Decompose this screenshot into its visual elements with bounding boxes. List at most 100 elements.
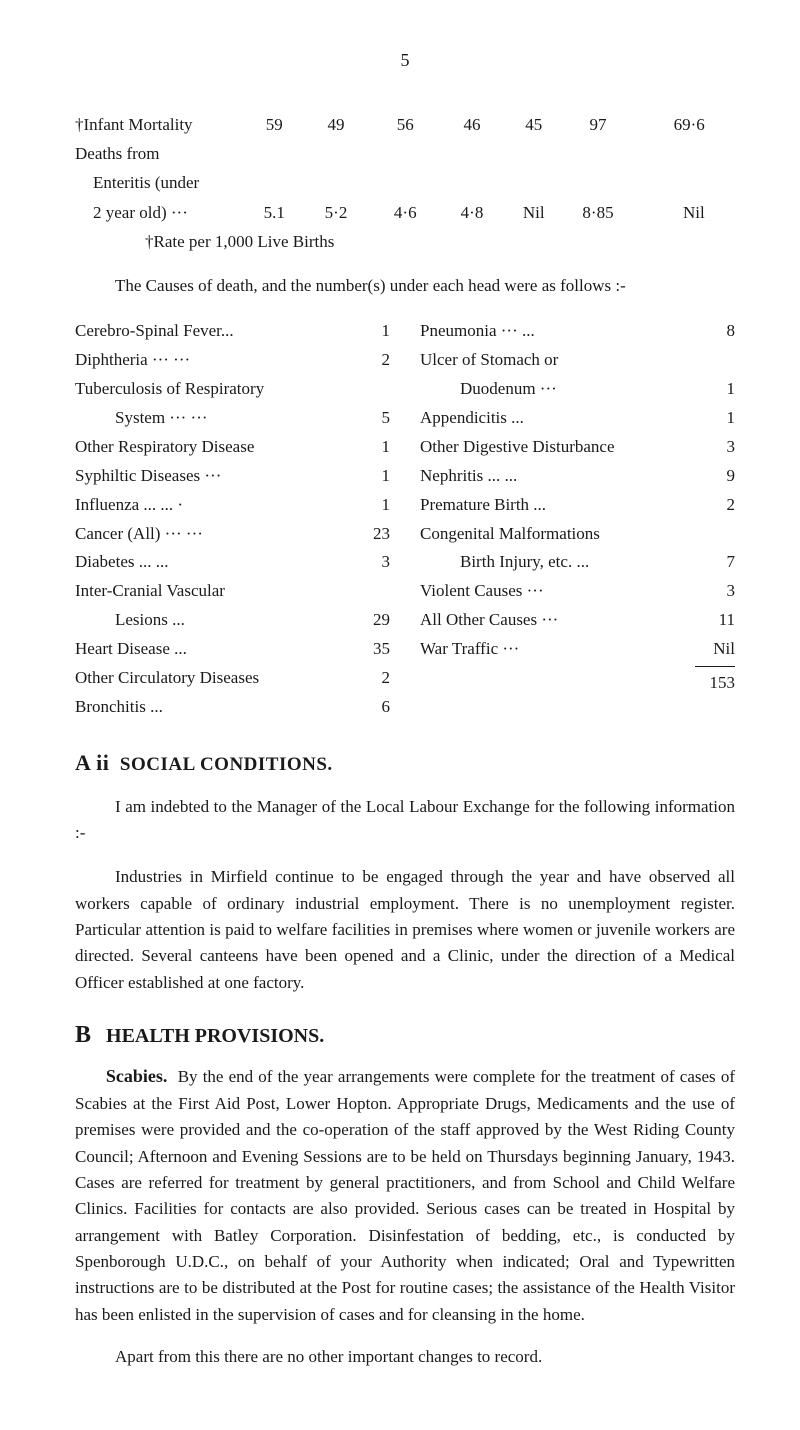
cause-value: 29 <box>358 606 390 635</box>
cause-row: Syphiltic Diseases ···1 <box>75 462 390 491</box>
mortality4-c5: Nil <box>506 199 561 226</box>
page: 5 †Infant Mortality 59 49 56 46 45 97 69… <box>0 0 800 1430</box>
mortality-c4: 46 <box>442 111 502 138</box>
cause-value: 3 <box>358 548 390 577</box>
mortality-block: †Infant Mortality 59 49 56 46 45 97 69·6… <box>75 111 735 255</box>
cause-label: Birth Injury, etc. ... <box>420 548 703 577</box>
mortality-label-4: 2 year old) ··· <box>93 199 245 226</box>
section-b-letter: B <box>75 1022 91 1048</box>
mortality4-c4: 4·8 <box>442 199 502 226</box>
cause-value: 1 <box>358 317 390 346</box>
cause-row: Cerebro-Spinal Fever...1 <box>75 317 390 346</box>
cause-label: Ulcer of Stomach or <box>420 346 703 375</box>
cause-row: Pneumonia ··· ...8 <box>420 317 735 346</box>
cause-row: Premature Birth ...2 <box>420 491 735 520</box>
cause-label: Pneumonia ··· ... <box>420 317 703 346</box>
cause-value: 1 <box>358 462 390 491</box>
mortality-label-1: †Infant Mortality <box>75 111 245 138</box>
cause-value: 1 <box>358 433 390 462</box>
page-number: 5 <box>75 50 735 71</box>
cause-row: Duodenum ···1 <box>420 375 735 404</box>
cause-row: All Other Causes ···11 <box>420 606 735 635</box>
mortality-row-4: 2 year old) ··· 5.1 5·2 4·6 4·8 Nil 8·85… <box>75 199 735 226</box>
cause-value: 2 <box>358 664 390 693</box>
mortality-c3: 56 <box>373 111 438 138</box>
mortality4-c6: 8·85 <box>566 199 631 226</box>
cause-label: Cancer (All) ··· ··· <box>75 520 358 549</box>
cause-row: Diabetes ... ...3 <box>75 548 390 577</box>
causes-right-col: Pneumonia ··· ...8Ulcer of Stomach orDuo… <box>420 317 735 721</box>
causes-intro: The Causes of death, and the number(s) u… <box>75 273 735 299</box>
mortality4-c1: 5.1 <box>249 199 299 226</box>
cause-row: Birth Injury, etc. ...7 <box>420 548 735 577</box>
cause-label: Nephritis ... ... <box>420 462 703 491</box>
mortality-c7: 69·6 <box>635 111 705 138</box>
cause-value: 2 <box>703 491 735 520</box>
cause-row: Congenital Malformations <box>420 520 735 549</box>
cause-label: Inter-Cranial Vascular <box>75 577 358 606</box>
scabies-label: Scabies. <box>106 1066 168 1086</box>
cause-row: Violent Causes ···3 <box>420 577 735 606</box>
scabies-body: By the end of the year arrangements were… <box>75 1067 735 1324</box>
total-rule-top <box>695 666 735 667</box>
cause-label: Violent Causes ··· <box>420 577 703 606</box>
cause-row: Bronchitis ...6 <box>75 693 390 722</box>
section-a-heading: A ii SOCIAL CONDITIONS. <box>75 750 735 776</box>
section-a-p1: I am indebted to the Manager of the Loca… <box>75 794 735 847</box>
section-a-prefix: A ii <box>75 750 109 775</box>
cause-label: All Other Causes ··· <box>420 606 703 635</box>
mortality-c6: 97 <box>566 111 631 138</box>
cause-label: Other Respiratory Disease <box>75 433 358 462</box>
cause-label: Heart Disease ... <box>75 635 358 664</box>
cause-label: Congenital Malformations <box>420 520 703 549</box>
cause-label: Tuberculosis of Respiratory <box>75 375 358 404</box>
cause-row: War Traffic ···Nil <box>420 635 735 664</box>
scabies-paragraph: Scabies. By the end of the year arrangem… <box>75 1063 735 1328</box>
mortality-c2: 49 <box>304 111 369 138</box>
cause-row: Diphtheria ··· ···2 <box>75 346 390 375</box>
section-b-heading: B HEALTH PROVISIONS. <box>75 1022 735 1049</box>
mortality-c1: 59 <box>249 111 299 138</box>
cause-value: 2 <box>358 346 390 375</box>
mortality-row-3: Enteritis (under <box>75 169 735 196</box>
cause-value: 8 <box>703 317 735 346</box>
mortality-footnote: †Rate per 1,000 Live Births <box>75 228 735 255</box>
causes-left-col: Cerebro-Spinal Fever...1Diphtheria ··· ·… <box>75 317 390 721</box>
section-a-title: SOCIAL CONDITIONS. <box>120 754 333 775</box>
mortality-c5: 45 <box>506 111 561 138</box>
cause-label: Bronchitis ... <box>75 693 358 722</box>
mortality4-c3: 4·6 <box>373 199 438 226</box>
cause-row: Tuberculosis of Respiratory <box>75 375 390 404</box>
cause-label: Other Circulatory Diseases <box>75 664 358 693</box>
causes-columns: Cerebro-Spinal Fever...1Diphtheria ··· ·… <box>75 317 735 721</box>
cause-value: 35 <box>358 635 390 664</box>
cause-row: Influenza ... ... ·1 <box>75 491 390 520</box>
cause-value: 9 <box>703 462 735 491</box>
cause-value: 6 <box>358 693 390 722</box>
cause-label: War Traffic ··· <box>420 635 703 664</box>
section-b-title: HEALTH PROVISIONS. <box>106 1025 324 1047</box>
cause-value: 1 <box>703 404 735 433</box>
cause-label: Syphiltic Diseases ··· <box>75 462 358 491</box>
cause-label: Duodenum ··· <box>420 375 703 404</box>
mortality4-c2: 5·2 <box>304 199 369 226</box>
cause-value: 5 <box>358 404 390 433</box>
cause-value: 1 <box>703 375 735 404</box>
cause-row: System ··· ···5 <box>75 404 390 433</box>
cause-label: Lesions ... <box>75 606 358 635</box>
cause-value: 7 <box>703 548 735 577</box>
cause-label: Influenza ... ... · <box>75 491 358 520</box>
cause-label: Diphtheria ··· ··· <box>75 346 358 375</box>
section-a-p2: Industries in Mirfield continue to be en… <box>75 864 735 996</box>
cause-value: 11 <box>703 606 735 635</box>
cause-label: Appendicitis ... <box>420 404 703 433</box>
cause-label: Other Digestive Disturbance <box>420 433 703 462</box>
mortality4-c7: Nil <box>635 199 705 226</box>
cause-row: Lesions ...29 <box>75 606 390 635</box>
cause-row: Heart Disease ...35 <box>75 635 390 664</box>
cause-label: System ··· ··· <box>75 404 358 433</box>
cause-row: Nephritis ... ...9 <box>420 462 735 491</box>
cause-row: Inter-Cranial Vascular <box>75 577 390 606</box>
mortality-row-1: †Infant Mortality 59 49 56 46 45 97 69·6 <box>75 111 735 138</box>
mortality-row-2: Deaths from <box>75 140 735 167</box>
